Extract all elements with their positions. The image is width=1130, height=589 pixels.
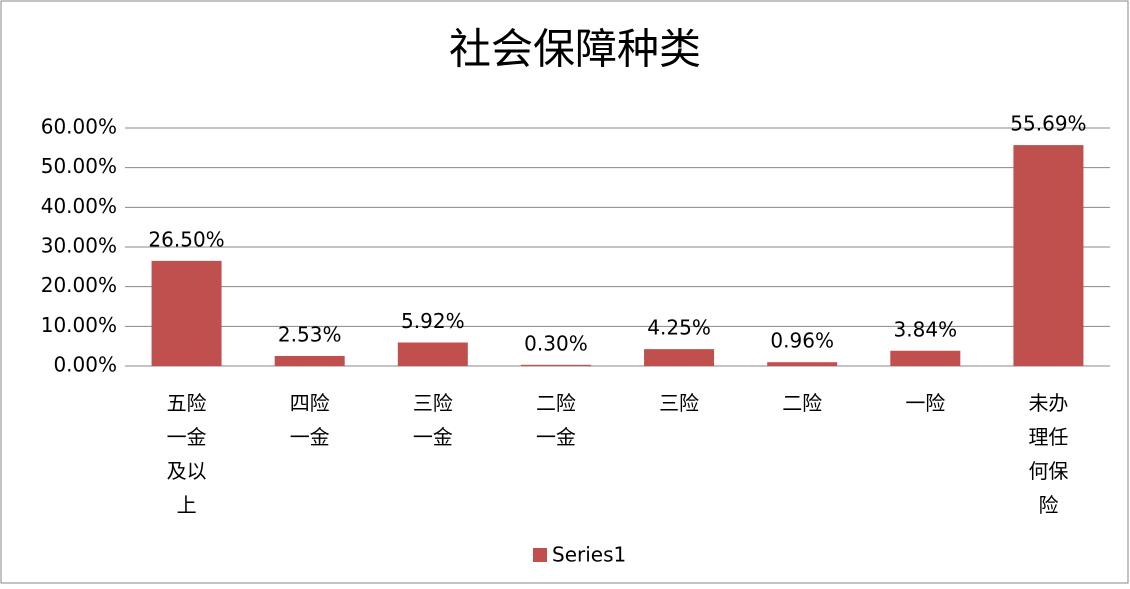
bar [644,349,715,366]
y-tick-label: 20.00% [41,273,117,297]
y-tick-label: 60.00% [41,115,117,139]
bar [520,364,591,366]
data-label: 0.30% [524,331,588,355]
data-label: 0.96% [770,329,834,353]
data-label: 4.25% [647,316,711,340]
y-tick-label: 50.00% [41,154,117,178]
x-tick-label: 五险一金及以上 [167,391,207,517]
x-tick-label: 一险 [905,391,945,415]
data-label: 3.84% [894,317,958,341]
y-tick-label: 40.00% [41,194,117,218]
y-tick-label: 0.00% [53,353,117,377]
bar [151,260,222,366]
data-label: 5.92% [401,309,465,333]
data-label: 26.50% [148,227,224,251]
bar [397,342,468,366]
legend-label: Series1 [552,543,626,567]
x-tick-label: 未办理任何保险 [1028,391,1068,517]
bar [767,362,838,366]
x-tick-label: 三险 [659,391,699,415]
bar [1013,145,1084,366]
x-tick-label: 二险 [782,391,822,415]
data-label: 2.53% [278,322,342,346]
bar [274,355,345,366]
y-tick-label: 10.00% [41,313,117,337]
y-tick-label: 30.00% [41,234,117,258]
data-label: 55.69% [1010,112,1086,136]
legend-swatch [533,548,547,562]
x-tick-label: 三险一金 [413,391,453,449]
bar [890,350,961,366]
x-tick-label: 四险一金 [290,391,330,449]
chart-title: 社会保障种类 [449,25,701,74]
x-tick-label: 二险一金 [536,391,576,449]
